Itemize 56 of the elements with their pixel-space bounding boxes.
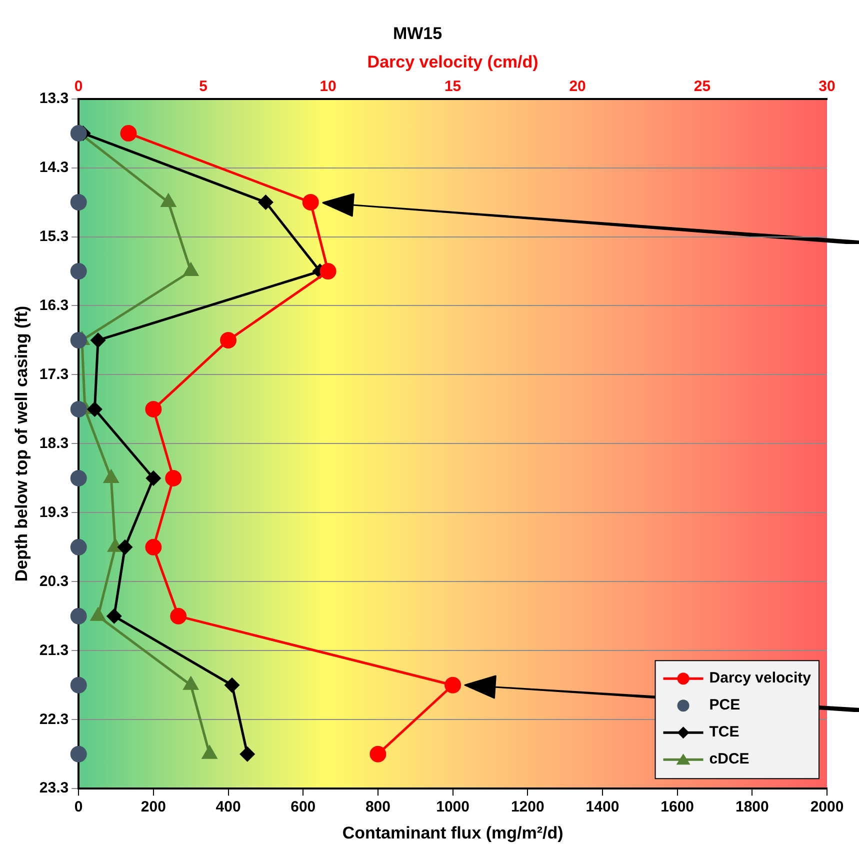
point	[70, 400, 87, 418]
x-tick-label: 200	[140, 798, 166, 816]
point	[240, 746, 255, 762]
x-tick-label: 0	[74, 798, 83, 816]
point	[70, 263, 87, 280]
point	[106, 608, 122, 624]
x2-tick-label: 10	[320, 78, 336, 95]
point	[70, 538, 87, 556]
point	[70, 676, 87, 694]
y-tick-label: 18.3	[39, 434, 69, 452]
point	[70, 194, 87, 211]
y-tick-label: 16.3	[39, 296, 69, 314]
x-tick-label: 400	[216, 798, 241, 816]
y-axis-title: Depth below top of well casing (ft)	[12, 306, 31, 582]
point	[70, 332, 87, 348]
y-tick-label: 14.3	[39, 158, 69, 176]
point	[258, 195, 273, 210]
point	[90, 332, 106, 348]
x2-tick-label: 25	[694, 78, 711, 95]
x-tick-label: 1400	[586, 798, 620, 816]
x-tick-label: 1800	[735, 798, 769, 816]
x-axis-title: Contaminant flux (mg/m²/d)	[342, 823, 564, 842]
legend-label: PCE	[709, 696, 740, 714]
y-tick-label: 19.3	[39, 504, 69, 521]
x2-tick-label: 20	[569, 78, 586, 95]
y-tick-label: 20.3	[39, 572, 69, 590]
point	[70, 470, 87, 486]
x-tick-label: 600	[290, 798, 316, 816]
point	[70, 608, 87, 624]
point	[70, 746, 87, 762]
legend-label: TCE	[709, 724, 740, 741]
y-tick-label: 23.3	[39, 780, 69, 797]
point	[118, 540, 132, 554]
y-tick-label: 22.3	[39, 710, 69, 728]
point	[70, 125, 87, 142]
point	[224, 678, 240, 692]
x-tick-label: 1200	[510, 798, 544, 816]
x-tick-label: 1000	[436, 798, 470, 816]
y-tick-label: 17.3	[39, 366, 69, 383]
x-tick-label: 800	[365, 798, 390, 816]
point	[146, 470, 161, 486]
x2-tick-label: 30	[818, 78, 836, 95]
x2-tick-label: 0	[74, 78, 83, 95]
x-tick-label: 2000	[810, 798, 844, 816]
point	[87, 402, 102, 416]
x2-tick-label: 15	[444, 78, 462, 95]
x2-axis-title: Darcy velocity (cm/d)	[367, 52, 538, 72]
y-tick-label: 21.3	[39, 642, 69, 659]
x-tick-label: 1600	[660, 798, 694, 816]
y-tick-label: 13.3	[39, 90, 69, 107]
chart-title: MW15	[392, 24, 442, 43]
point	[161, 194, 176, 208]
x2-tick-label: 5	[199, 78, 208, 95]
y-tick-label: 15.3	[39, 228, 69, 245]
legend-label: cDCE	[709, 750, 750, 768]
legend-label: Darcy velocity	[709, 670, 812, 687]
